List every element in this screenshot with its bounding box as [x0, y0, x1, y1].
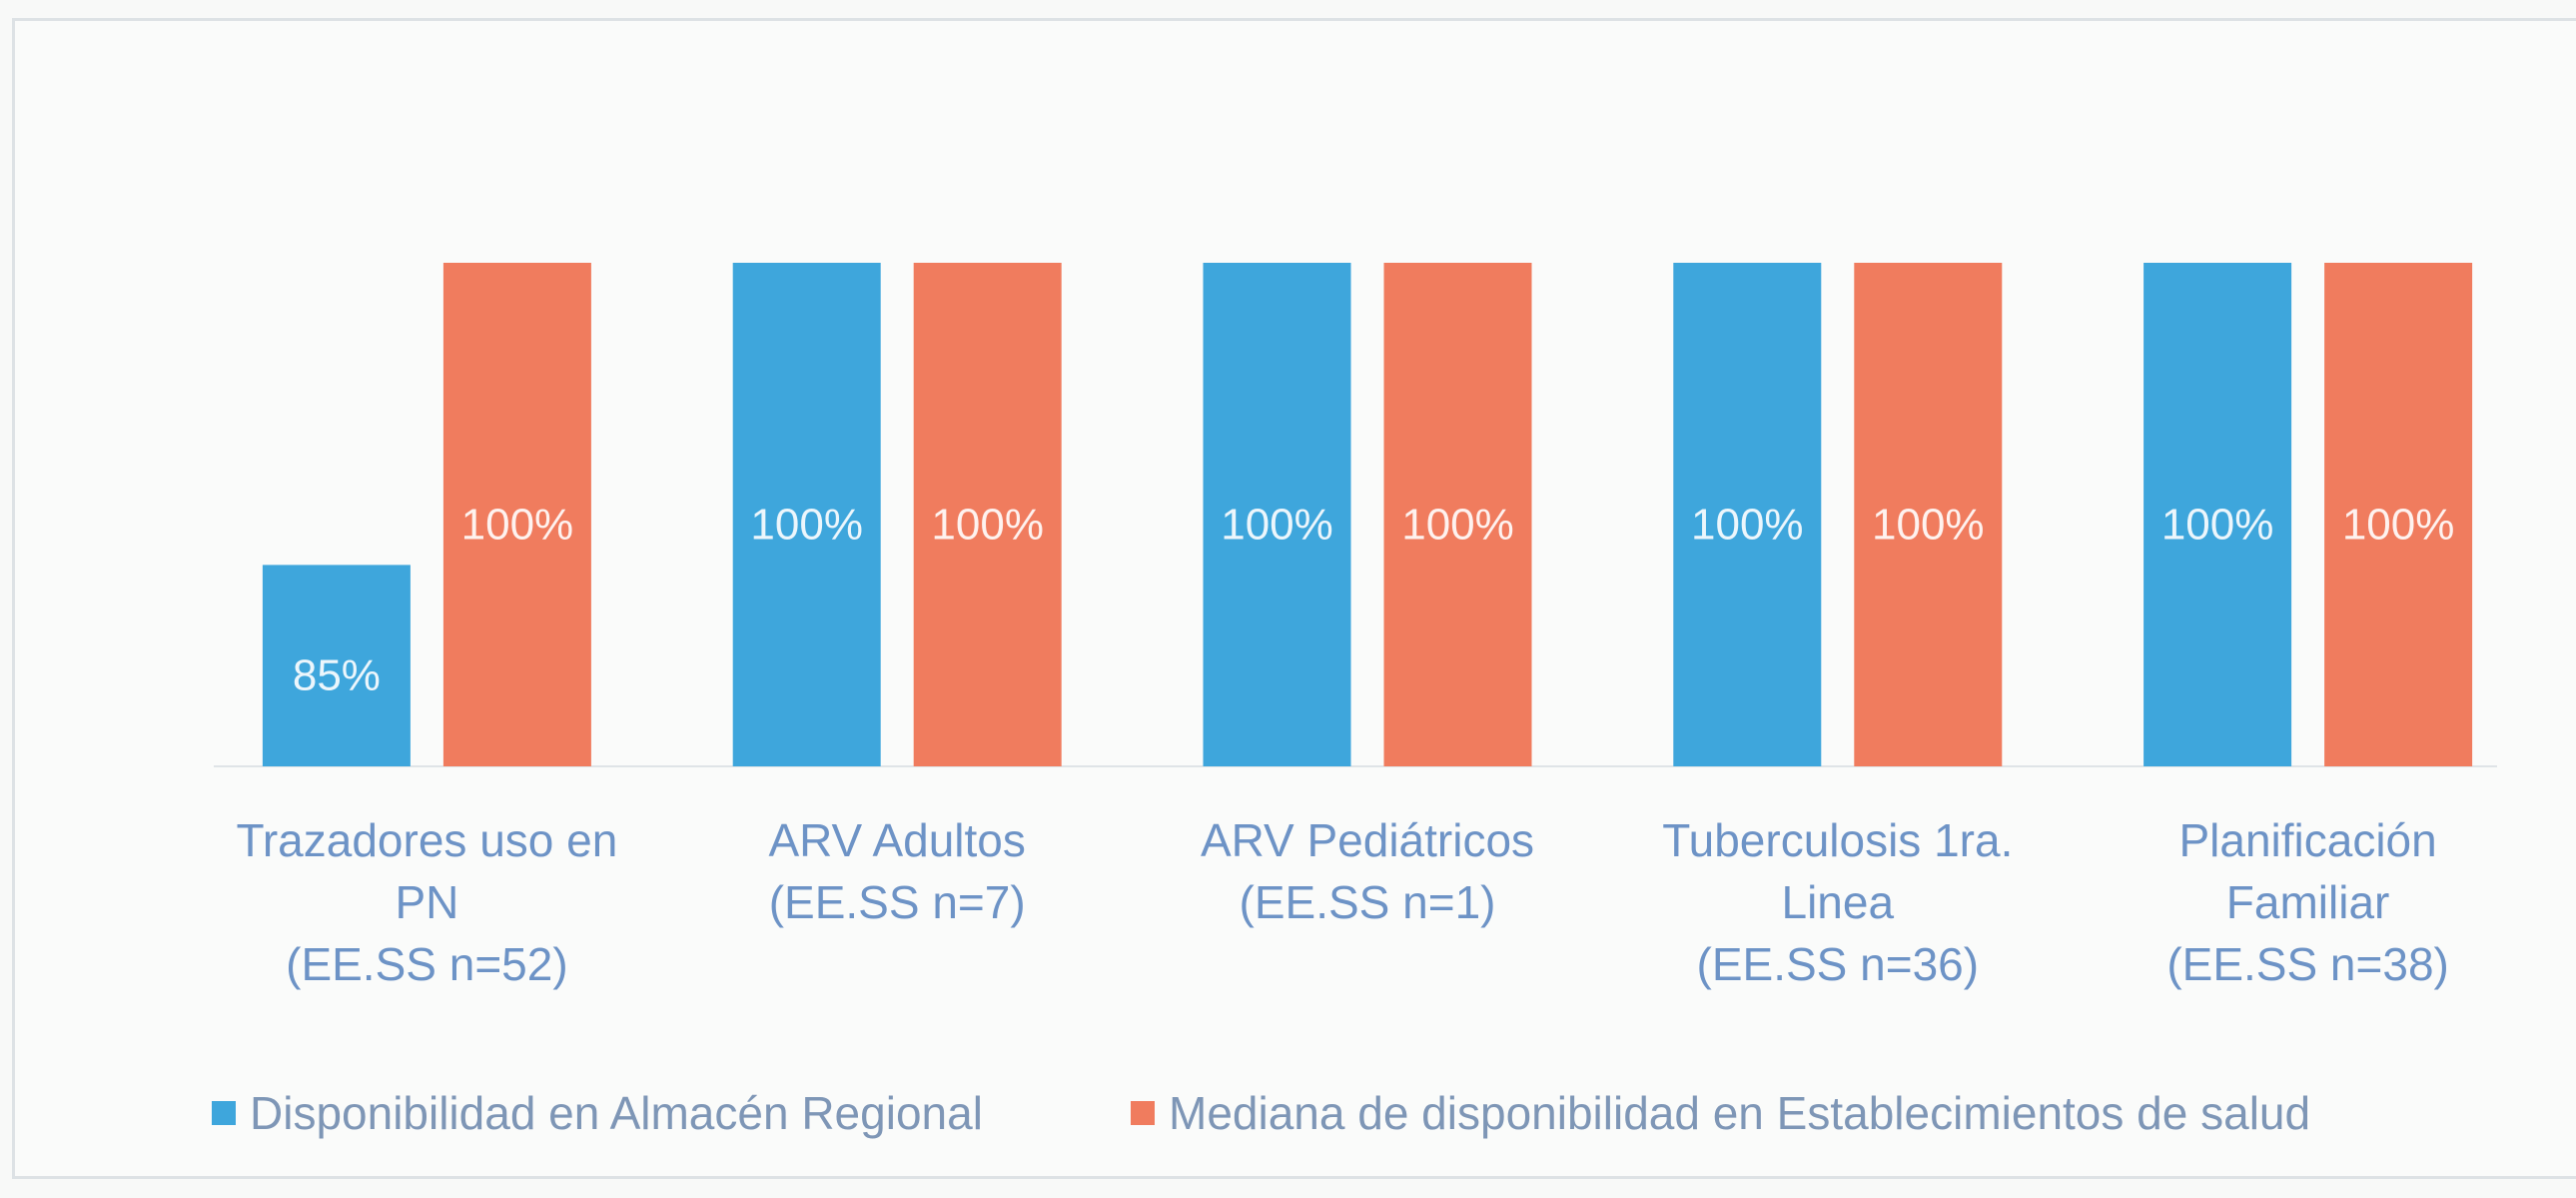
data-label-series-1-category-5: 100% — [2161, 501, 2274, 550]
data-label-series-1-category-4: 100% — [1691, 501, 1804, 550]
legend-item-series-1: Disponibilidad en Almacén Regional — [212, 1082, 983, 1144]
data-label-series-1-category-2: 100% — [750, 501, 863, 550]
legend-swatch-series-2 — [1131, 1101, 1155, 1125]
bar-series-1-category-1 — [262, 565, 411, 766]
legend-label-series-1: Disponibilidad en Almacén Regional — [250, 1087, 983, 1139]
bar-series-2-category-4 — [1854, 263, 2003, 766]
bar-series-1-category-2 — [732, 263, 881, 766]
category-label-4: Tuberculosis 1ra. Linea (EE.SS n=36) — [1662, 814, 2014, 990]
bar-series-2-category-2 — [913, 263, 1062, 766]
category-label-2: ARV Adultos (EE.SS n=7) — [768, 814, 1026, 928]
data-label-series-2-category-5: 100% — [2342, 501, 2455, 550]
bar-series-2-category-5 — [2324, 263, 2473, 766]
data-label-series-1-category-1: 85% — [293, 651, 381, 700]
bar-series-1-category-3 — [1203, 263, 1351, 766]
data-label-series-2-category-4: 100% — [1872, 501, 1985, 550]
data-label-series-2-category-2: 100% — [931, 501, 1044, 550]
legend: Disponibilidad en Almacén Regional Media… — [0, 1082, 2576, 1144]
bar-series-1-category-4 — [1673, 263, 1822, 766]
bar-series-2-category-1 — [442, 263, 591, 766]
bar-series-2-category-3 — [1383, 263, 1532, 766]
legend-item-series-2: Mediana de disponibilidad en Establecimi… — [1131, 1082, 2310, 1144]
bar-series-1-category-5 — [2144, 263, 2292, 766]
data-label-series-2-category-3: 100% — [1401, 501, 1514, 550]
data-label-series-1-category-3: 100% — [1221, 501, 1333, 550]
category-label-5: Planificación Familiar (EE.SS n=38) — [2166, 814, 2449, 990]
category-label-3: ARV Pediátricos (EE.SS n=1) — [1200, 814, 1535, 928]
legend-label-series-2: Mediana de disponibilidad en Establecimi… — [1169, 1087, 2311, 1139]
data-label-series-2-category-1: 100% — [461, 501, 574, 550]
category-label-1: Trazadores uso en PN (EE.SS n=52) — [236, 814, 618, 990]
legend-swatch-series-1 — [212, 1101, 236, 1125]
